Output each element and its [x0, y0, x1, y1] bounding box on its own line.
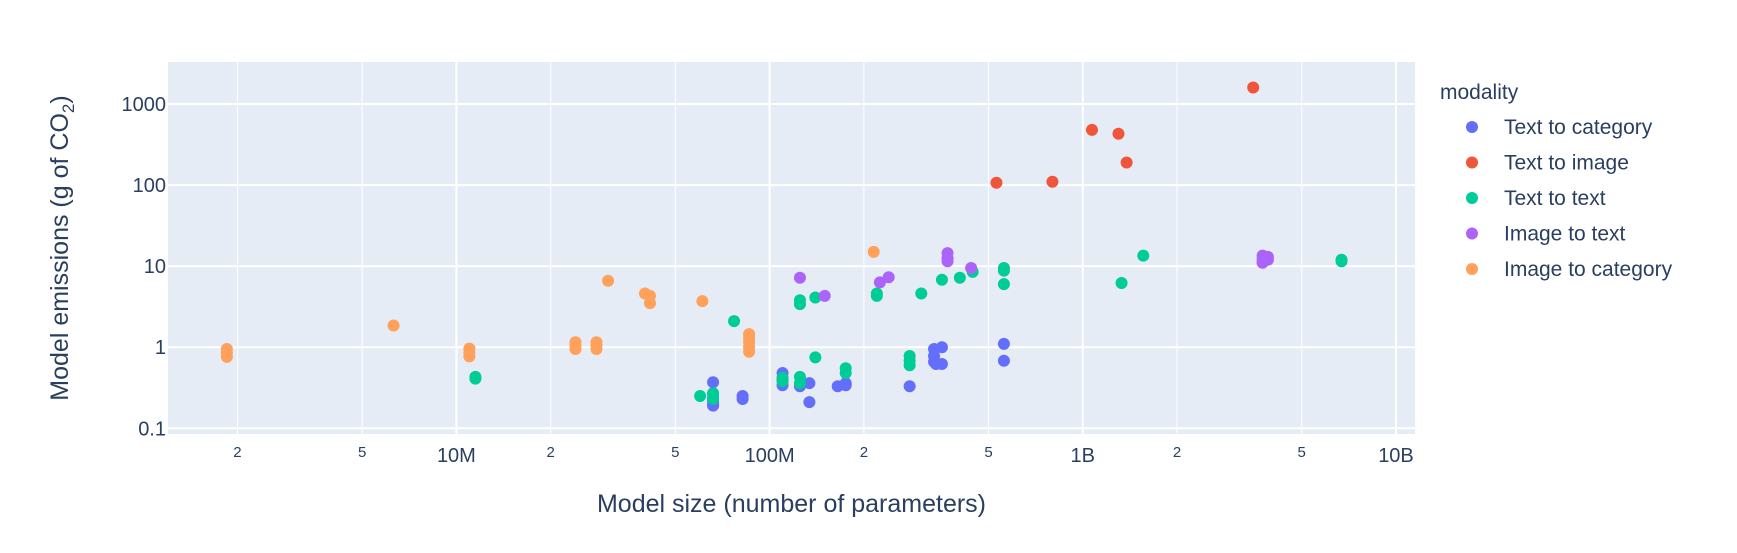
point-text-to-text [776, 375, 789, 388]
axis-ticks: 10M 100M 1B 10B 2 5 2 5 2 5 2 5 0.1 1 10 100 1000 [122, 94, 1414, 467]
point-image-to-category [602, 274, 615, 287]
x-minor-tick-label: 2 [860, 444, 868, 461]
legend-label: Text to category [1504, 116, 1653, 139]
point-text-to-image [1085, 123, 1098, 136]
point-image-to-category [463, 350, 476, 363]
y-tick-label: 10 [144, 256, 166, 278]
point-text-to-image [990, 176, 1003, 189]
point-text-to-text [915, 287, 928, 300]
point-text-to-text [953, 271, 966, 284]
legend-item-text-to-category[interactable]: Text to category [1466, 116, 1653, 139]
x-minor-tick-label: 5 [984, 444, 992, 461]
y-tick-label: 1 [155, 337, 166, 359]
point-text-to-image [1046, 175, 1059, 188]
y-axis-title: Model emissions (g of CO2) [46, 95, 78, 400]
x-minor-tick-label: 5 [671, 444, 679, 461]
point-image-to-category [867, 245, 880, 258]
point-text-to-text [694, 390, 707, 403]
point-image-to-text [818, 289, 831, 302]
point-text-to-category [997, 354, 1010, 367]
point-text-to-category [707, 376, 720, 389]
legend-marker [1466, 227, 1478, 240]
legend-item-image-to-category[interactable]: Image to category [1466, 258, 1673, 281]
point-text-to-text [793, 298, 806, 311]
point-text-to-text [1137, 249, 1150, 262]
point-image-to-category [220, 350, 233, 363]
point-image-to-text [793, 271, 806, 284]
point-image-to-category [696, 295, 709, 308]
data-points [220, 81, 1348, 412]
legend-title: modality [1440, 81, 1519, 104]
point-text-to-image [1112, 127, 1125, 140]
point-image-to-text [965, 261, 978, 274]
point-text-to-text [839, 367, 852, 380]
x-tick-label: 10B [1378, 445, 1414, 467]
point-text-to-category [803, 396, 816, 409]
point-text-to-text [793, 377, 806, 390]
point-text-to-text [935, 273, 948, 286]
y-axis-title-prefix: Model emissions (g of CO [46, 113, 74, 401]
x-minor-tick-label: 5 [1298, 444, 1306, 461]
point-text-to-text [809, 351, 822, 364]
legend-label: Image to category [1504, 258, 1673, 281]
point-image-to-text [873, 276, 886, 289]
point-text-to-text [997, 264, 1010, 277]
x-minor-tick-label: 2 [547, 444, 555, 461]
point-text-to-image [1247, 81, 1260, 94]
legend-label: Image to text [1504, 223, 1626, 246]
point-text-to-image [1120, 156, 1133, 169]
x-axis-title: Model size (number of parameters) [597, 490, 986, 518]
point-text-to-text [728, 315, 741, 328]
x-minor-tick-label: 5 [358, 444, 366, 461]
legend-marker [1466, 121, 1478, 133]
y-tick-label: 100 [133, 175, 166, 197]
point-text-to-text [469, 372, 482, 385]
point-text-to-text [870, 289, 883, 302]
point-image-to-text [1261, 253, 1274, 266]
x-minor-tick-label: 2 [233, 444, 241, 461]
point-text-to-text [903, 359, 916, 372]
point-image-to-text [882, 271, 895, 284]
point-text-to-category [736, 392, 749, 405]
point-text-to-category [839, 379, 852, 392]
legend-marker [1466, 263, 1478, 275]
grid-lines [168, 62, 1415, 434]
x-minor-tick-label: 2 [1173, 444, 1181, 461]
legend-label: Text to text [1504, 187, 1606, 210]
point-image-to-category [643, 297, 656, 310]
point-image-to-text [941, 255, 954, 268]
x-tick-label: 1B [1071, 445, 1095, 467]
point-image-to-category [743, 345, 756, 358]
point-text-to-category [935, 358, 948, 371]
point-text-to-text [1335, 255, 1348, 268]
legend-marker [1466, 192, 1478, 204]
y-axis-title-subscript: 2 [59, 104, 78, 113]
legend-item-text-to-image[interactable]: Text to image [1466, 152, 1629, 175]
point-text-to-category [935, 341, 948, 354]
legend-marker [1466, 156, 1478, 169]
plot-background [168, 62, 1415, 434]
y-tick-label: 1000 [122, 94, 167, 116]
point-image-to-category [590, 343, 603, 356]
y-tick-label: 0.1 [138, 418, 166, 440]
point-text-to-category [803, 377, 816, 390]
point-image-to-category [387, 319, 400, 332]
legend-item-image-to-text[interactable]: Image to text [1466, 223, 1626, 246]
point-image-to-category [569, 343, 582, 356]
point-text-to-text [1115, 276, 1128, 289]
point-text-to-category [997, 337, 1010, 350]
legend-item-text-to-text[interactable]: Text to text [1466, 187, 1606, 210]
x-tick-label: 10M [437, 445, 476, 467]
y-axis-title-suffix: ) [46, 95, 74, 103]
point-text-to-category [903, 380, 916, 393]
point-text-to-text [809, 291, 822, 304]
legend-label: Text to image [1504, 152, 1629, 175]
legend[interactable]: modality Text to category Text to image Te… [1440, 81, 1673, 281]
x-tick-label: 100M [745, 445, 795, 467]
point-text-to-text [707, 392, 720, 405]
point-text-to-text [997, 278, 1010, 291]
